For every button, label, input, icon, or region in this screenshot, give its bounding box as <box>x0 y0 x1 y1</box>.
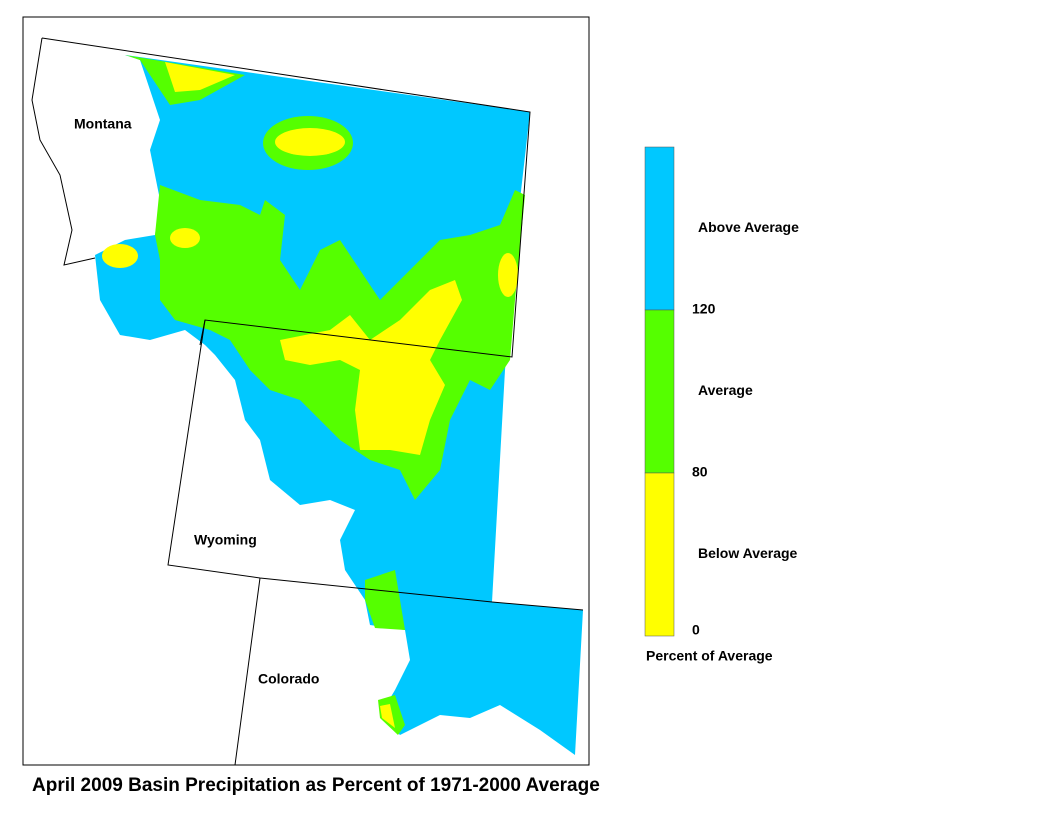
below-zone <box>280 280 462 455</box>
legend: Above Average Average Below Average 120 80 0 P… <box>644 146 799 664</box>
state-label: Montana <box>74 116 132 132</box>
average-zone <box>365 570 405 630</box>
colorado-border <box>234 577 584 766</box>
state-labels: Montana Wyoming Colorado <box>74 116 319 687</box>
state-borders <box>31 37 584 766</box>
legend-title: Percent of Average <box>646 648 773 664</box>
below-zone <box>165 62 235 92</box>
wyoming-border <box>167 319 493 603</box>
below-zone <box>275 128 345 156</box>
basin <box>95 55 583 755</box>
legend-swatch <box>644 472 675 637</box>
below-zone <box>380 704 395 728</box>
below-zone <box>170 228 200 248</box>
legend-swatch <box>644 146 675 311</box>
legend-class-label: Above Average <box>698 219 799 235</box>
below-zone <box>498 253 518 297</box>
map-title: April 2009 Basin Precipitation as Percen… <box>32 775 600 796</box>
legend-class-label: Below Average <box>698 545 798 561</box>
below-zone <box>102 244 138 268</box>
state-label: Colorado <box>258 671 319 687</box>
state-label: Wyoming <box>194 532 257 548</box>
legend-swatch <box>644 309 675 474</box>
legend-tick-label: 0 <box>692 622 700 638</box>
legend-class-label: Average <box>698 382 753 398</box>
legend-tick-label: 120 <box>692 301 716 317</box>
legend-tick-label: 80 <box>692 464 708 480</box>
